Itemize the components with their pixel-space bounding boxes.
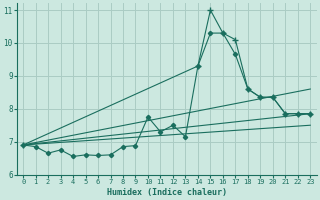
X-axis label: Humidex (Indice chaleur): Humidex (Indice chaleur) [107,188,227,197]
